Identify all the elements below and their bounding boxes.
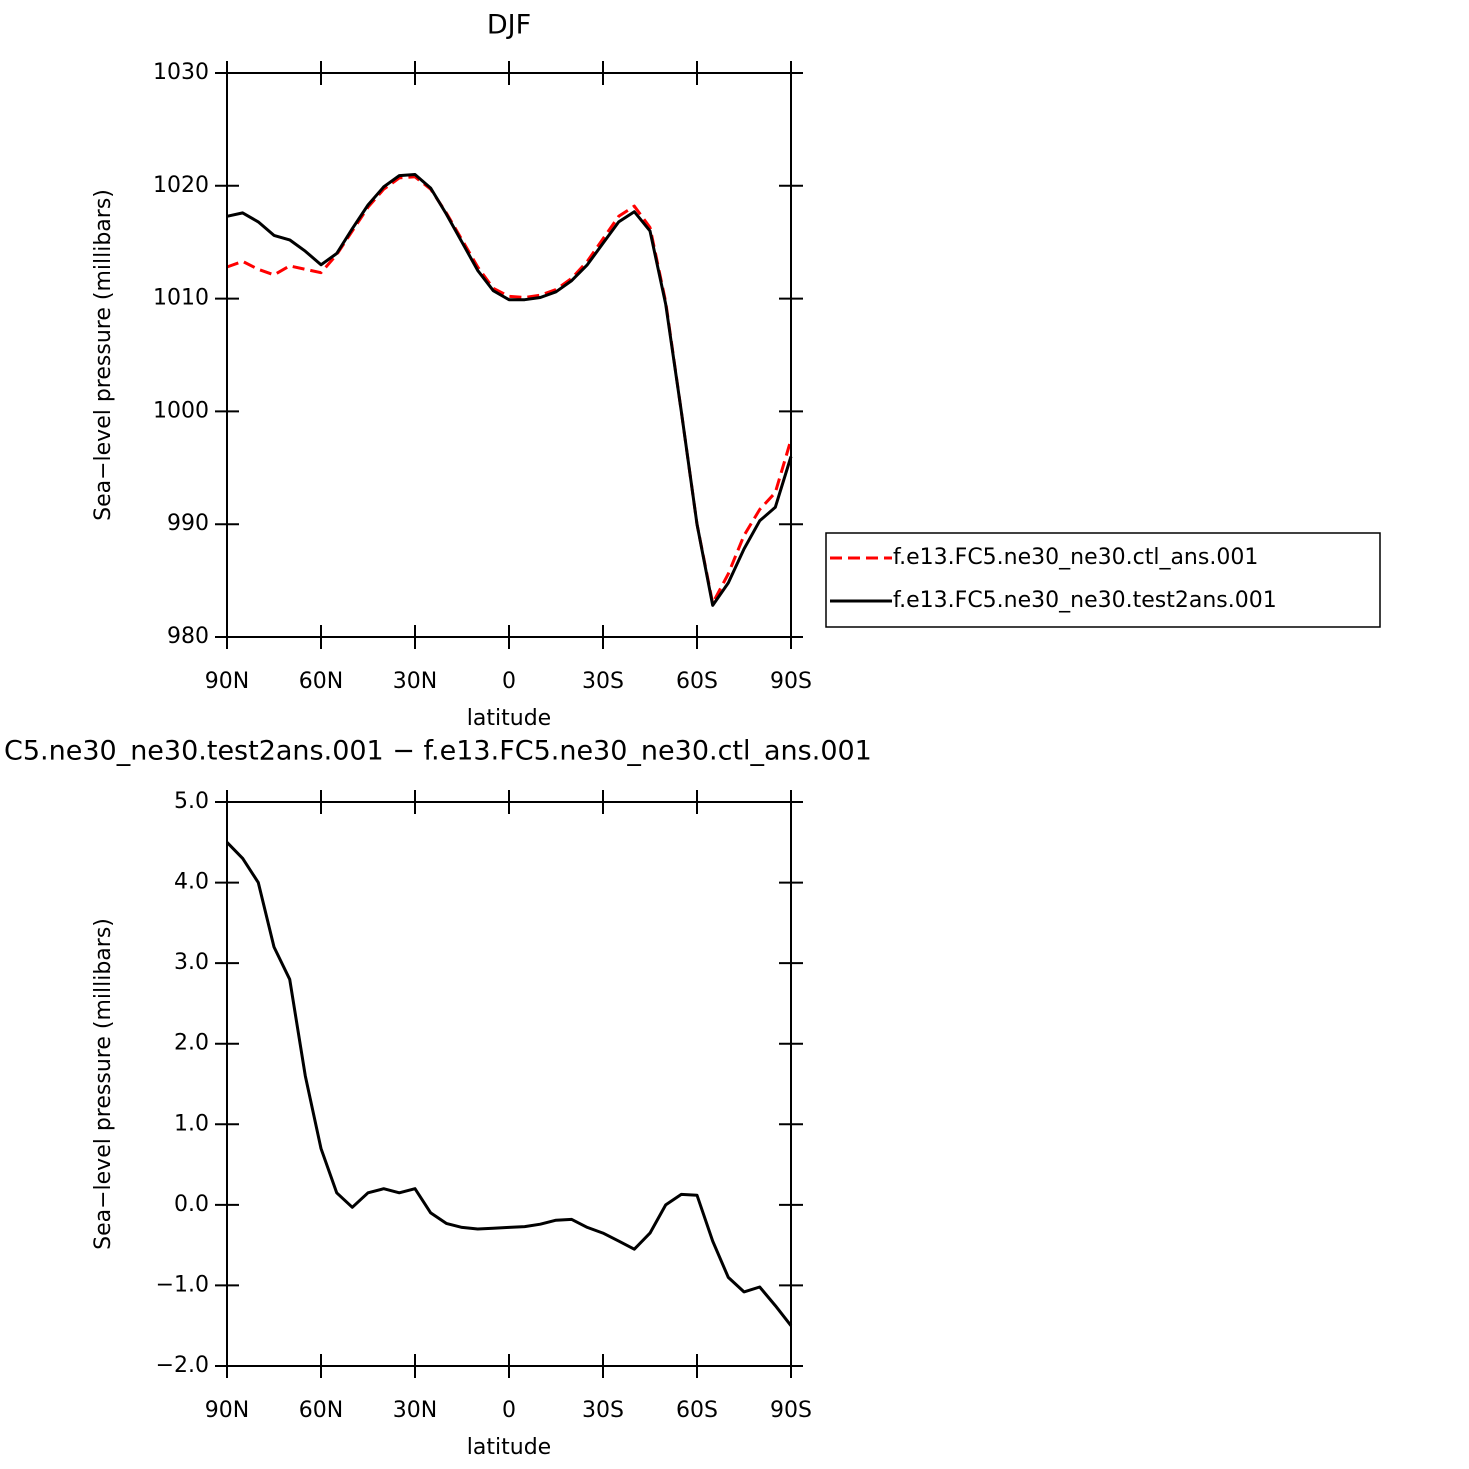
chart-title: DJF xyxy=(487,10,531,41)
legend-label: f.e13.FC5.ne30_ne30.test2ans.001 xyxy=(893,588,1277,613)
y-tick-label: 1020 xyxy=(153,173,209,198)
y-tick-label: 4.0 xyxy=(174,870,209,895)
legend-box xyxy=(825,532,1381,628)
x-tick-label: 30N xyxy=(393,1398,437,1423)
y-tick-label: −1.0 xyxy=(156,1272,209,1297)
x-axis-label: latitude xyxy=(467,1435,551,1460)
y-tick-label: 2.0 xyxy=(174,1031,209,1056)
y-tick-label: 990 xyxy=(167,511,209,536)
y-tick-label: 1030 xyxy=(153,60,209,85)
x-axis-label: latitude xyxy=(467,706,551,731)
y-tick-label: 3.0 xyxy=(174,950,209,975)
y-tick-label: 1000 xyxy=(153,398,209,423)
x-tick-label: 30S xyxy=(582,1398,624,1423)
chart-title: C5.ne30_ne30.test2ans.001 − f.e13.FC5.ne… xyxy=(4,736,872,767)
plot-frame xyxy=(226,801,792,1367)
y-tick-label: 5.0 xyxy=(174,789,209,814)
y-tick-label: 0.0 xyxy=(174,1192,209,1217)
y-tick-label: −2.0 xyxy=(156,1353,209,1378)
data-line xyxy=(226,175,793,605)
data-line xyxy=(226,173,793,607)
x-tick-label: 60N xyxy=(299,669,343,694)
y-axis-label: Sea−level pressure (millibars) xyxy=(91,189,116,521)
y-tick-label: 1010 xyxy=(153,286,209,311)
x-tick-label: 60S xyxy=(676,669,718,694)
x-tick-label: 0 xyxy=(502,669,516,694)
y-tick-label: 980 xyxy=(167,624,209,649)
x-tick-label: 90S xyxy=(770,1398,812,1423)
x-tick-label: 90N xyxy=(205,1398,249,1423)
legend-label: f.e13.FC5.ne30_ne30.ctl_ans.001 xyxy=(893,545,1258,570)
x-tick-label: 90N xyxy=(205,669,249,694)
x-tick-label: 60S xyxy=(676,1398,718,1423)
x-tick-label: 0 xyxy=(502,1398,516,1423)
y-axis-label: Sea−level pressure (millibars) xyxy=(91,918,116,1250)
x-tick-label: 30S xyxy=(582,669,624,694)
x-tick-label: 30N xyxy=(393,669,437,694)
data-line xyxy=(225,841,793,1327)
plot-frame xyxy=(226,72,792,638)
x-tick-label: 60N xyxy=(299,1398,343,1423)
x-tick-label: 90S xyxy=(770,669,812,694)
y-tick-label: 1.0 xyxy=(174,1111,209,1136)
